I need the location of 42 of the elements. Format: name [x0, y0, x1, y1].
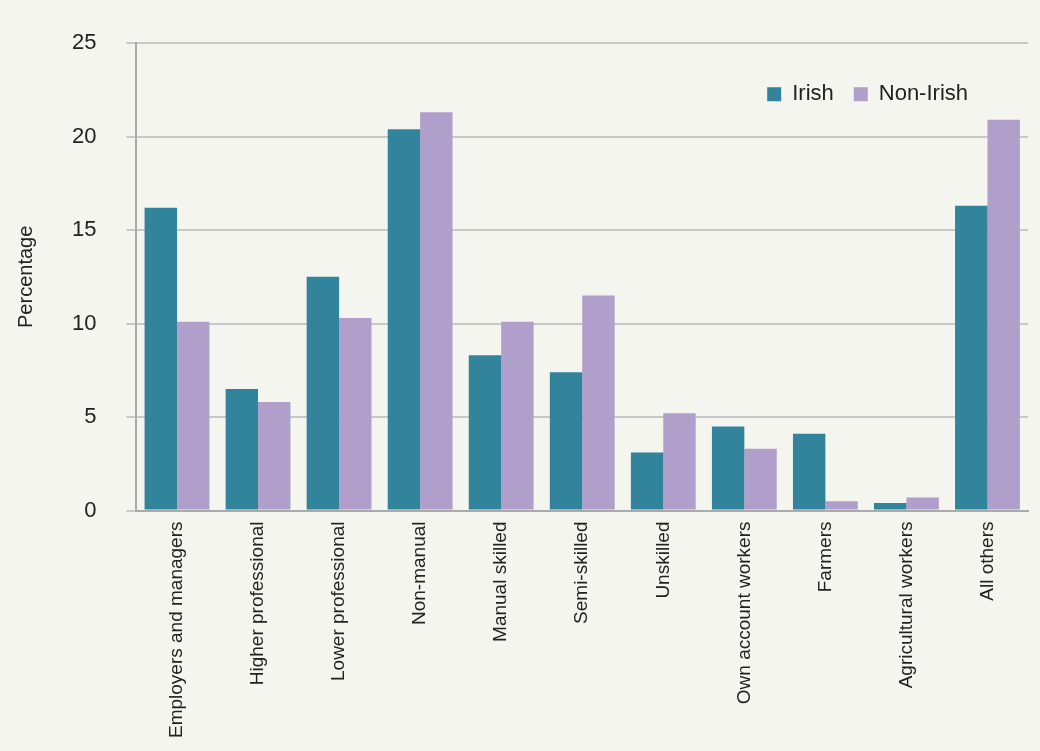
bar	[144, 207, 177, 510]
y-axis-title: Percentage	[13, 225, 36, 328]
x-tick-label: Lower professional	[327, 521, 349, 681]
x-tick-label: Non-manual	[408, 521, 430, 625]
bar	[744, 448, 777, 510]
bar	[792, 433, 826, 510]
x-tick-label: Own account workers	[732, 521, 754, 705]
y-tick-label: 10	[71, 309, 97, 335]
bar	[177, 321, 210, 510]
y-tick-label: 20	[71, 122, 97, 148]
bar	[630, 452, 664, 510]
x-tick-label: Unskilled	[651, 521, 673, 599]
legend-label: Non-Irish	[878, 80, 968, 106]
bar	[874, 503, 907, 510]
bar	[468, 355, 502, 510]
bar	[825, 501, 858, 510]
y-tick-label: 5	[84, 403, 97, 429]
x-tick-label: Employers and managers	[165, 521, 187, 738]
x-tick-label: Semi-skilled	[570, 521, 592, 624]
x-tick-label: Higher professional	[246, 521, 268, 686]
x-tick-label: Manual skilled	[489, 521, 511, 642]
x-tick-label: Farmers	[813, 521, 835, 593]
y-tick-label: 25	[71, 29, 97, 55]
bar	[387, 129, 421, 510]
bar	[420, 112, 453, 510]
y-tick-label: 15	[71, 216, 97, 242]
y-tick-label: 0	[84, 496, 97, 522]
bar	[663, 413, 696, 510]
x-tick-label: Agricultural workers	[894, 521, 916, 689]
bar	[258, 402, 291, 510]
bar	[955, 205, 988, 510]
bar	[711, 426, 745, 510]
bar	[501, 321, 534, 510]
bar	[225, 389, 259, 510]
bar	[906, 497, 939, 510]
bar	[987, 119, 1020, 510]
bar	[339, 317, 372, 510]
bar	[582, 295, 615, 510]
bar	[549, 372, 583, 510]
x-tick-label: All others	[975, 521, 997, 601]
legend-label: Irish	[792, 80, 834, 106]
bar	[306, 276, 340, 510]
